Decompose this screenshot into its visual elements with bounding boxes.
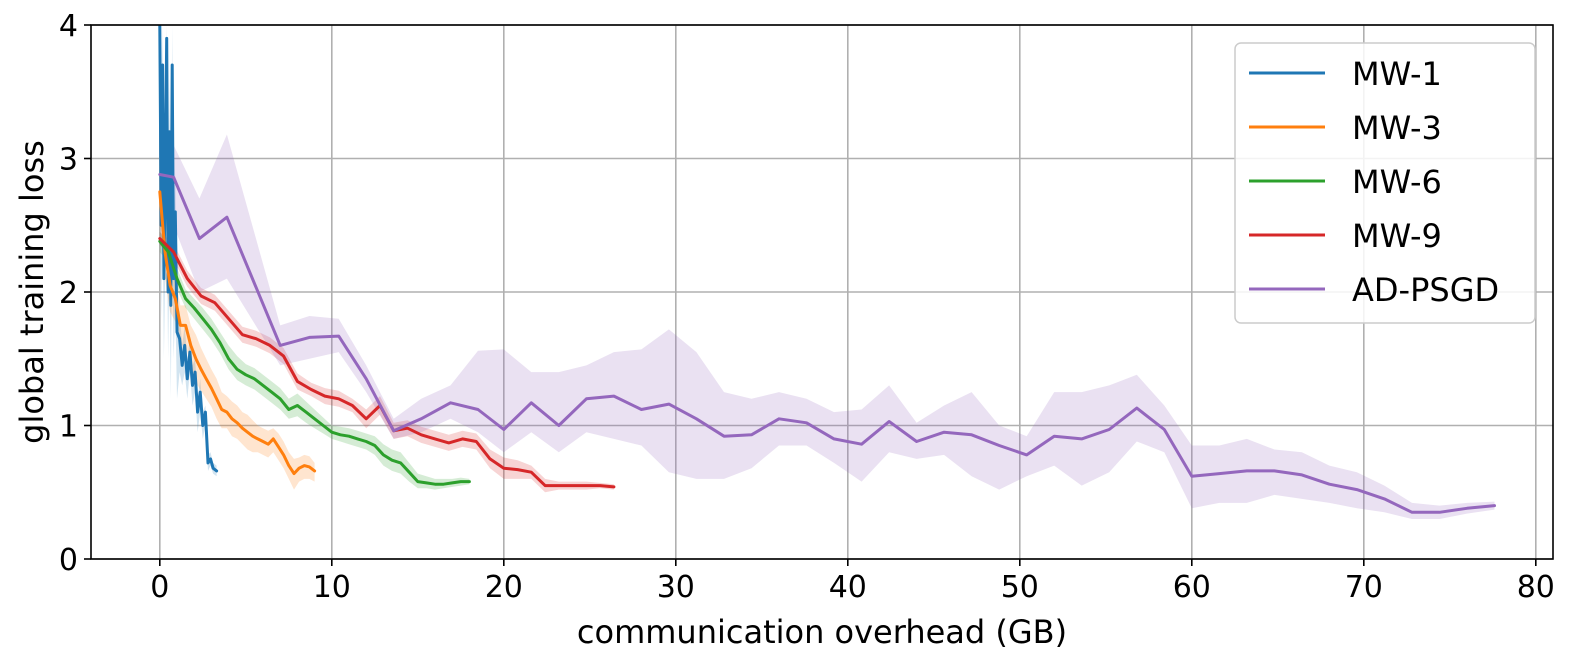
legend-label-ad-psgd: AD-PSGD xyxy=(1352,271,1499,309)
legend-label-mw-6: MW-6 xyxy=(1352,163,1442,201)
y-tick-label: 1 xyxy=(59,410,78,445)
y-tick-label: 0 xyxy=(59,543,78,578)
y-tick-label: 4 xyxy=(59,9,78,44)
legend-label-mw-3: MW-3 xyxy=(1352,109,1442,147)
legend: MW-1 MW-3 MW-6 MW-9 AD-PSGD xyxy=(1234,42,1536,324)
series-line-mw-1 xyxy=(158,25,219,473)
x-tick-label: 40 xyxy=(829,570,867,605)
band-mw-3 xyxy=(159,178,315,490)
x-tick-label: 0 xyxy=(150,570,169,605)
x-axis-label: communication overhead (GB) xyxy=(577,613,1067,651)
x-tick-label: 70 xyxy=(1345,570,1383,605)
legend-box xyxy=(1234,42,1536,324)
x-tick-label: 10 xyxy=(313,570,351,605)
series-line-mw-3 xyxy=(158,190,317,476)
plot-area xyxy=(158,25,1496,519)
x-tick-label: 80 xyxy=(1517,570,1555,605)
series-line-mw-6 xyxy=(158,239,471,486)
x-tick-label: 20 xyxy=(485,570,523,605)
x-tick-label: 50 xyxy=(1001,570,1039,605)
legend-label-mw-1: MW-1 xyxy=(1352,55,1442,93)
y-axis-label: global training loss xyxy=(13,140,51,444)
x-tick-label: 30 xyxy=(657,570,695,605)
legend-label-mw-9: MW-9 xyxy=(1352,217,1442,255)
x-axis: 0 10 20 30 40 50 60 70 80 xyxy=(150,559,1555,605)
series-lines xyxy=(158,25,1496,514)
y-tick-label: 3 xyxy=(59,143,78,178)
x-tick-label: 60 xyxy=(1173,570,1211,605)
series-line-ad-psgd xyxy=(158,173,1496,514)
y-axis: 0 1 2 3 4 xyxy=(59,9,91,578)
y-tick-label: 2 xyxy=(59,276,78,311)
